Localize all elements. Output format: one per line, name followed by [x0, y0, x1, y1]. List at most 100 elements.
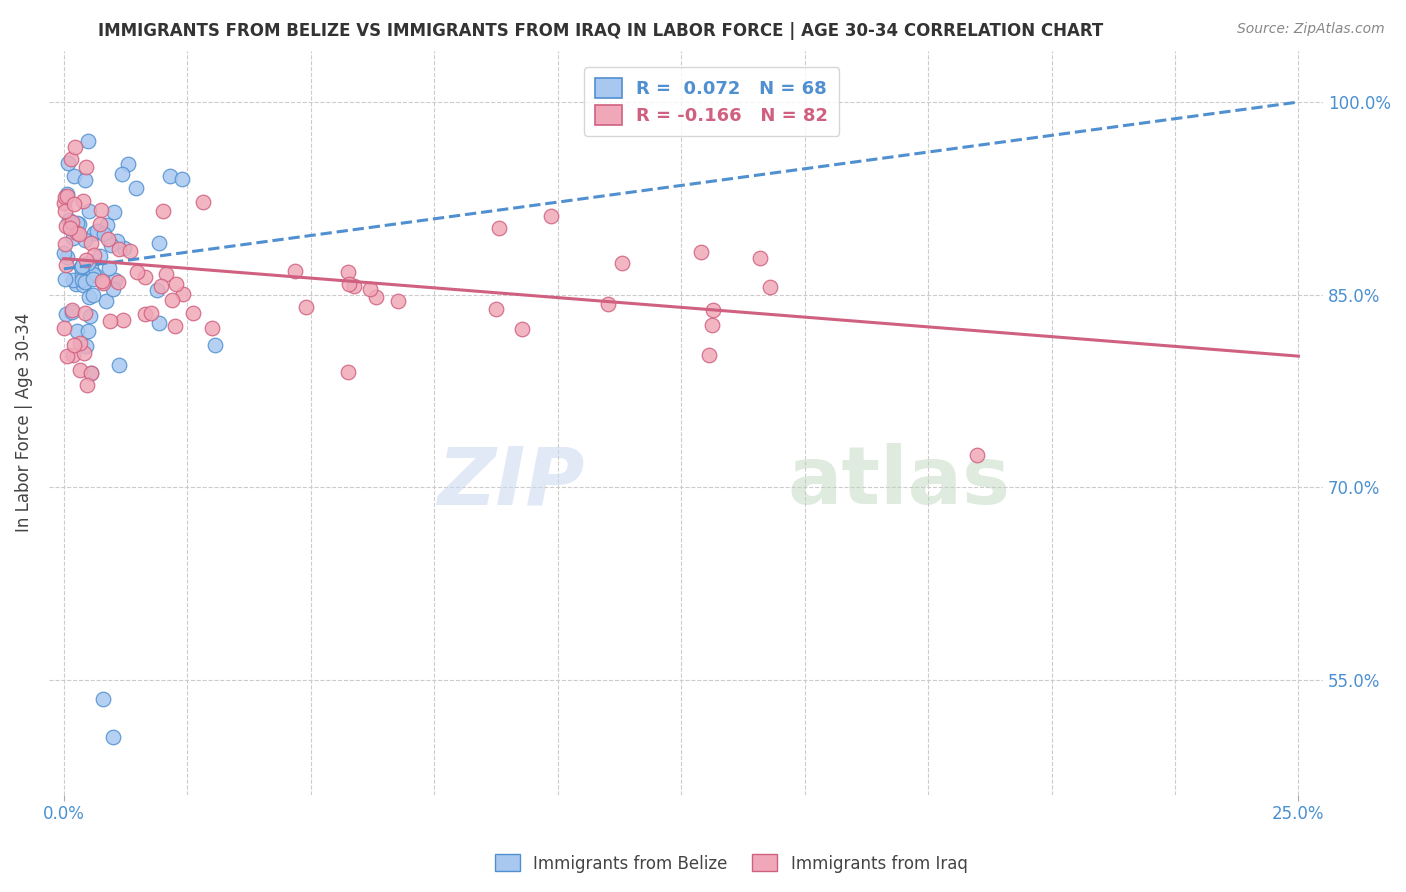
Point: [337, 277, 360, 291]
Point: [65, 216, 87, 230]
Point: [96, 218, 118, 232]
Point: [70, 267, 93, 281]
Point: [193, 195, 215, 210]
Point: [485, 301, 508, 316]
Point: [134, 270, 156, 285]
Point: [90, 274, 112, 288]
Point: [72, 277, 94, 292]
Point: [97, 261, 120, 276]
Point: [117, 157, 139, 171]
Point: [73, 345, 96, 359]
Point: [62, 338, 84, 352]
Point: [73, 275, 96, 289]
Point: [125, 180, 148, 194]
Point: [108, 242, 131, 256]
Point: [160, 293, 183, 307]
Point: [86, 224, 108, 238]
Point: [70, 259, 93, 273]
Point: [284, 263, 307, 277]
Point: [62, 231, 84, 245]
Point: [111, 313, 134, 327]
Point: [66, 325, 89, 339]
Point: [82, 272, 104, 286]
Point: [91, 691, 114, 706]
Point: [107, 358, 129, 372]
Point: [172, 172, 194, 186]
Legend: Immigrants from Belize, Immigrants from Iraq: Immigrants from Belize, Immigrants from …: [488, 847, 974, 880]
Point: [172, 287, 194, 301]
Y-axis label: In Labor Force | Age 30-34: In Labor Force | Age 30-34: [15, 313, 32, 533]
Point: [55, 307, 77, 321]
Point: [82, 267, 104, 281]
Point: [79, 309, 101, 323]
Point: [75, 233, 97, 247]
Point: [55, 259, 77, 273]
Point: [97, 232, 120, 246]
Text: Source: ZipAtlas.com: Source: ZipAtlas.com: [1237, 22, 1385, 37]
Point: [63, 140, 86, 154]
Point: [80, 260, 103, 275]
Point: [295, 300, 318, 314]
Point: [70, 260, 93, 274]
Point: [75, 161, 97, 175]
Point: [165, 277, 187, 292]
Point: [62, 302, 84, 317]
Point: [105, 234, 128, 248]
Point: [748, 251, 770, 265]
Point: [56, 349, 79, 363]
Point: [488, 221, 510, 235]
Point: [76, 256, 98, 270]
Text: atlas: atlas: [787, 443, 1011, 522]
Point: [89, 249, 111, 263]
Point: [540, 209, 562, 223]
Point: [387, 294, 409, 309]
Text: IMMIGRANTS FROM BELIZE VS IMMIGRANTS FROM IRAQ IN LABOR FORCE | AGE 30-34 CORREL: IMMIGRANTS FROM BELIZE VS IMMIGRANTS FRO…: [98, 22, 1104, 40]
Point: [89, 202, 111, 217]
Point: [82, 288, 104, 302]
Point: [148, 316, 170, 330]
Point: [76, 324, 98, 338]
Point: [98, 313, 121, 327]
Point: [75, 306, 97, 320]
Point: [56, 250, 79, 264]
Point: [62, 273, 84, 287]
Point: [69, 335, 91, 350]
Point: [103, 273, 125, 287]
Point: [69, 363, 91, 377]
Point: [55, 186, 77, 201]
Point: [80, 235, 103, 250]
Point: [79, 367, 101, 381]
Point: [141, 306, 163, 320]
Point: [134, 307, 156, 321]
Point: [53, 272, 76, 286]
Point: [101, 731, 124, 745]
Point: [77, 134, 100, 148]
Point: [53, 321, 76, 335]
Point: [75, 339, 97, 353]
Point: [966, 448, 988, 462]
Point: [700, 318, 723, 332]
Point: [63, 169, 86, 183]
Point: [343, 278, 366, 293]
Point: [59, 220, 82, 235]
Point: [53, 189, 76, 203]
Point: [77, 203, 100, 218]
Point: [112, 241, 135, 255]
Point: [510, 321, 533, 335]
Point: [181, 306, 204, 320]
Point: [337, 265, 360, 279]
Point: [53, 196, 76, 211]
Point: [53, 203, 76, 218]
Point: [111, 167, 134, 181]
Point: [73, 173, 96, 187]
Point: [337, 365, 360, 379]
Text: ZIP: ZIP: [437, 443, 583, 522]
Point: [80, 366, 103, 380]
Point: [149, 279, 172, 293]
Point: [76, 377, 98, 392]
Point: [83, 227, 105, 241]
Point: [201, 321, 224, 335]
Point: [159, 169, 181, 183]
Point: [610, 256, 633, 270]
Point: [107, 275, 129, 289]
